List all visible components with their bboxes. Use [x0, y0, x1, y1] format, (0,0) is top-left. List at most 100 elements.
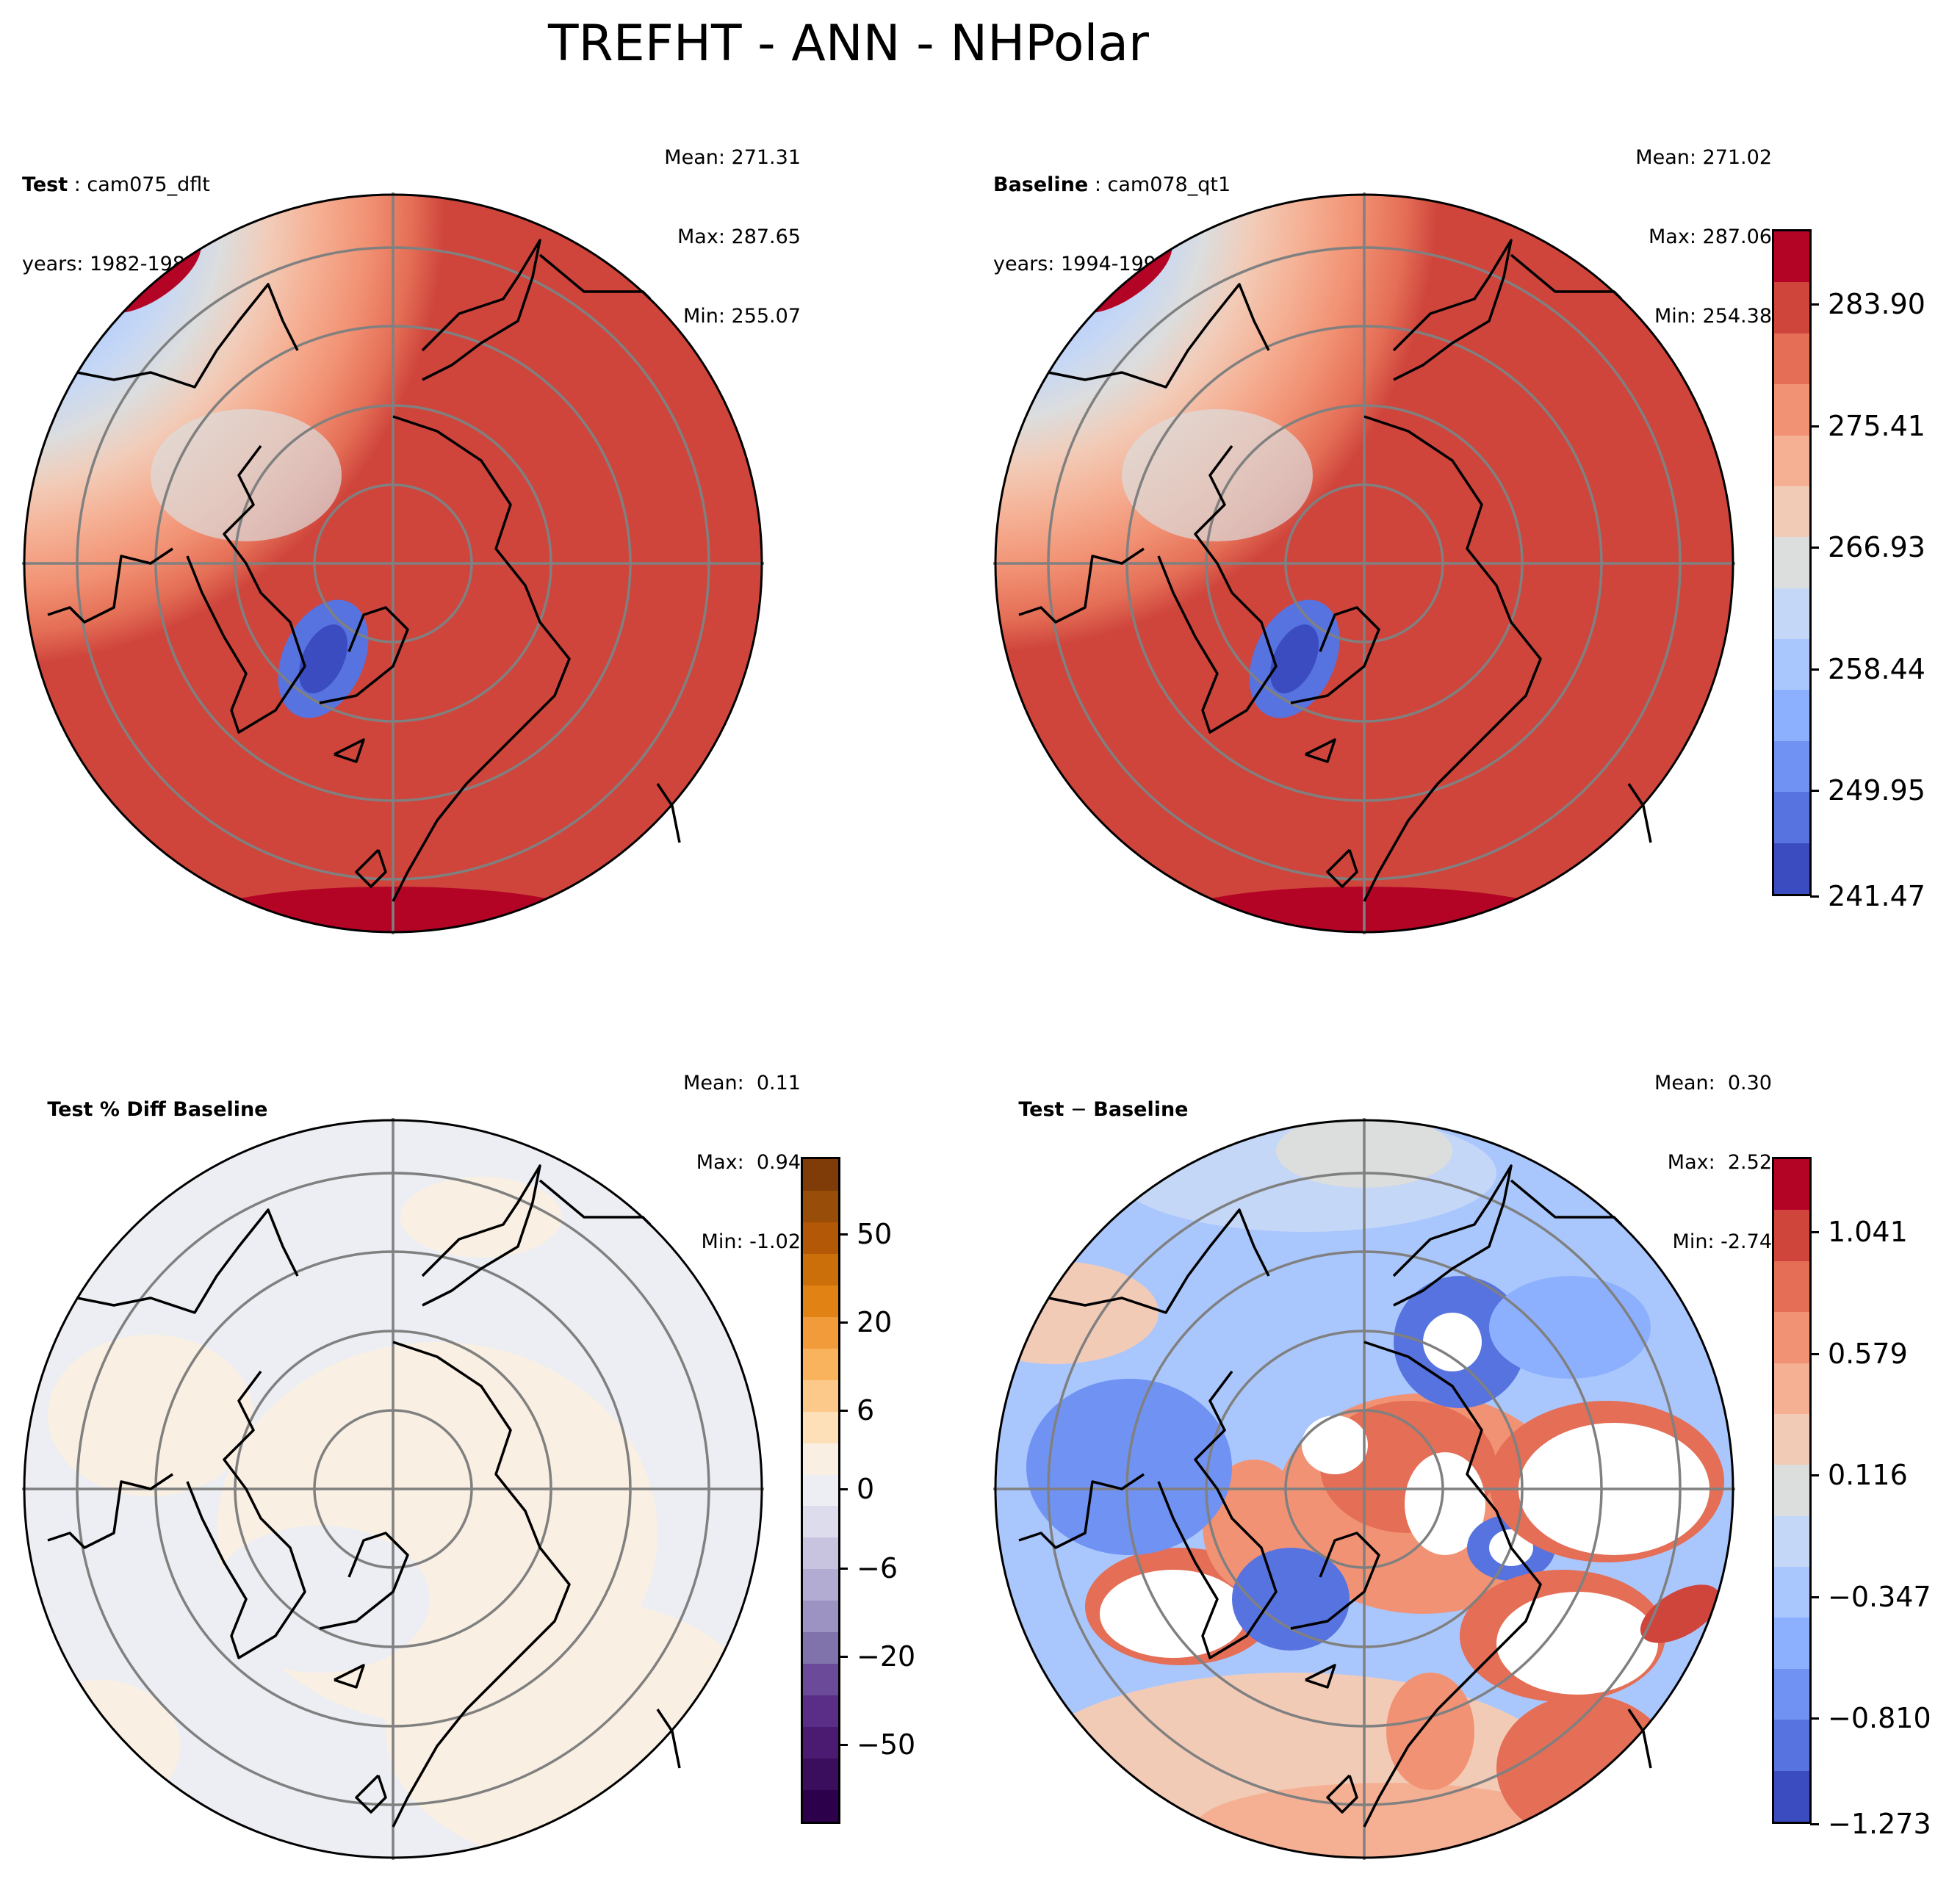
baseline-label-case: : cam078_qt1	[1088, 173, 1231, 196]
test-panel: Mean: 271.31 Max: 287.65 Min: 255.07 Tes…	[22, 92, 801, 937]
main-colorbar-strip	[1772, 229, 1812, 896]
pctdiff-label: Test % Diff Baseline	[22, 1070, 267, 1150]
pctdiff-min: Min: -1.02	[701, 1230, 801, 1253]
main-tick-3: 258.44	[1810, 654, 1925, 684]
baseline-map	[993, 192, 1735, 934]
diff-tick-5: −1.273	[1810, 1809, 1931, 1839]
pct-colorbar-segment	[803, 1284, 838, 1317]
pct-colorbar-segment	[803, 1599, 838, 1633]
pctdiff-mean: Mean: 0.11	[683, 1072, 801, 1094]
main-tick-2: 266.93	[1810, 533, 1925, 562]
test-min: Min: 255.07	[682, 305, 801, 328]
diff-tick-0: 1.041	[1810, 1217, 1908, 1247]
main-colorbar-segment	[1774, 586, 1809, 640]
pct-colorbar-segment	[803, 1441, 838, 1475]
pct-colorbar-segment	[803, 1631, 838, 1665]
figure-title: TREFHT - ANN - NHPolar	[547, 15, 1150, 73]
diff-tick-4: −0.810	[1810, 1703, 1931, 1733]
test-max: Max: 287.65	[677, 226, 801, 248]
pct-colorbar-segment	[803, 1504, 838, 1538]
main-colorbar-segment	[1774, 535, 1809, 588]
main-colorbar-segment	[1774, 281, 1809, 333]
pct-tick-3: 0	[838, 1474, 874, 1504]
diff-tick-3: −0.347	[1810, 1582, 1931, 1612]
diff-colorbar-segment	[1774, 1310, 1809, 1363]
pct-colorbar-segment	[803, 1346, 838, 1380]
main-tick-0: 283.90	[1810, 289, 1925, 319]
diff-tick-1: 0.579	[1810, 1339, 1908, 1368]
pct-tick-6: −50	[838, 1730, 915, 1759]
test-stats: Mean: 271.31 Max: 287.65 Min: 255.07	[664, 92, 801, 383]
main-colorbar-segment	[1774, 331, 1809, 385]
diff-colorbar-segment	[1774, 1361, 1809, 1414]
main-tick-5: 241.47	[1810, 881, 1925, 911]
diff-mean: Mean: 0.30	[1654, 1072, 1772, 1094]
diff-colorbar-strip	[1772, 1157, 1812, 1824]
pct-colorbar-segment	[803, 1315, 838, 1349]
diff-panel: Mean: 0.30 Max: 2.52 Min: -2.74 Test − B…	[993, 1017, 1772, 1869]
main-colorbar: 283.90 275.41 266.93 258.44 249.95 241.4…	[1772, 229, 1925, 911]
pct-colorbar-segment	[803, 1252, 838, 1285]
diff-label-test: Test	[1018, 1098, 1064, 1121]
main-colorbar-segment	[1774, 485, 1809, 538]
pct-colorbar-segment	[803, 1789, 838, 1822]
main-colorbar-segment	[1774, 790, 1809, 843]
diff-colorbar-segment	[1774, 1667, 1809, 1720]
baseline-mean: Mean: 271.02	[1635, 146, 1772, 169]
diff-label-minus: −	[1064, 1098, 1094, 1121]
diff-label: Test − Baseline	[993, 1070, 1188, 1150]
pct-tick-1: 20	[838, 1308, 892, 1337]
pctdiff-map	[22, 1118, 764, 1860]
pct-tick-5: −20	[838, 1642, 915, 1671]
pct-colorbar-strip	[801, 1157, 840, 1824]
diff-tick-2: 0.116	[1810, 1460, 1908, 1490]
test-map	[22, 192, 764, 934]
pct-tick-4: −6	[838, 1554, 898, 1583]
baseline-label-bold: Baseline	[993, 173, 1089, 196]
pctdiff-map-svg	[22, 1118, 764, 1860]
pct-colorbar-segment	[803, 1378, 838, 1412]
pct-colorbar-segment	[803, 1725, 838, 1759]
baseline-label: Baseline : cam078_qt1 years: 1994-1995	[993, 119, 1231, 331]
baseline-stats: Mean: 271.02 Max: 287.06 Min: 254.38	[1635, 92, 1772, 383]
diff-colorbar-segment	[1774, 1718, 1809, 1771]
main-colorbar-segment	[1774, 638, 1809, 690]
main-colorbar-segment	[1774, 841, 1809, 894]
diff-colorbar-segment	[1774, 1514, 1809, 1568]
pct-colorbar-segment	[803, 1189, 838, 1222]
baseline-panel: Mean: 271.02 Max: 287.06 Min: 254.38 Bas…	[993, 92, 1772, 937]
diff-colorbar: 1.041 0.579 0.116 −0.347 −0.810 −1.273	[1772, 1157, 1931, 1839]
pct-colorbar-segment	[803, 1757, 838, 1791]
main-tick-4: 249.95	[1810, 776, 1925, 805]
pct-colorbar-segment	[803, 1568, 838, 1601]
diff-map-svg	[993, 1118, 1735, 1860]
pct-tick-0: 50	[838, 1219, 892, 1249]
pct-colorbar-segment	[803, 1694, 838, 1728]
main-colorbar-segment	[1774, 740, 1809, 793]
pct-colorbar-segment	[803, 1159, 838, 1191]
diff-colorbar-segment	[1774, 1769, 1809, 1822]
main-colorbar-segment	[1774, 433, 1809, 486]
diff-colorbar-segment	[1774, 1463, 1809, 1516]
test-map-svg	[22, 192, 764, 934]
main-colorbar-segment	[1774, 688, 1809, 741]
test-label-case: : cam075_dflt	[68, 173, 210, 196]
pctdiff-panel: Mean: 0.11 Max: 0.94 Min: -1.02 Test % D…	[22, 1017, 801, 1869]
test-label-bold: Test	[22, 173, 68, 196]
main-tick-1: 275.41	[1810, 411, 1925, 441]
diff-stats: Mean: 0.30 Max: 2.52 Min: -2.74	[1654, 1017, 1772, 1308]
pct-colorbar-segment	[803, 1473, 838, 1507]
diff-colorbar-segment	[1774, 1413, 1809, 1465]
baseline-min: Min: 254.38	[1654, 305, 1772, 328]
main-colorbar-segment	[1774, 383, 1809, 436]
pct-colorbar-segment	[803, 1536, 838, 1570]
test-mean: Mean: 271.31	[664, 146, 801, 169]
pctdiff-stats: Mean: 0.11 Max: 0.94 Min: -1.02	[683, 1017, 801, 1308]
pct-colorbar-segment	[803, 1221, 838, 1254]
diff-colorbar-segment	[1774, 1259, 1809, 1313]
diff-colorbar-segment	[1774, 1565, 1809, 1618]
baseline-map-svg	[993, 192, 1735, 934]
pct-colorbar: 50 20 6 0 −6 −20 −50	[801, 1157, 915, 1824]
diff-min: Min: -2.74	[1672, 1230, 1772, 1253]
pct-colorbar-segment	[803, 1410, 838, 1443]
